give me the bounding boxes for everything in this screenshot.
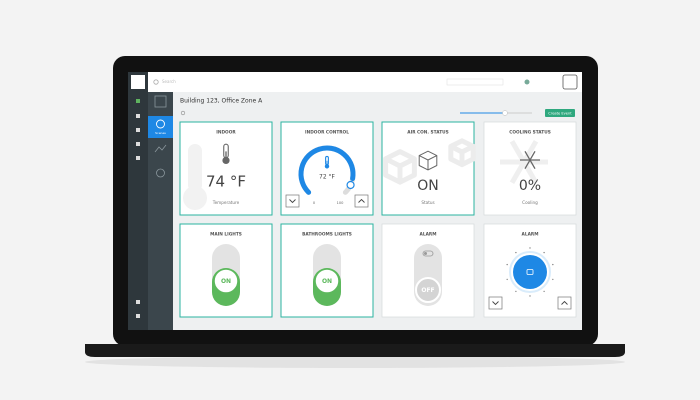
search-icon bbox=[153, 79, 159, 85]
dial-tick bbox=[543, 290, 545, 293]
setpoint-value: 72 °F bbox=[319, 174, 336, 181]
unit-icon bbox=[383, 149, 417, 185]
toggle-state: ON bbox=[322, 278, 332, 285]
alarm-icon bbox=[424, 252, 427, 255]
chevron-icon bbox=[358, 198, 365, 203]
step-button[interactable] bbox=[285, 194, 300, 208]
dial-ring bbox=[509, 251, 551, 293]
widget-title: COOLING STATUS bbox=[509, 130, 551, 136]
step-button[interactable] bbox=[354, 194, 369, 208]
widget-title: INDOOR CONTROL bbox=[305, 130, 349, 136]
status-value: ON bbox=[417, 178, 439, 194]
dial-tick bbox=[552, 278, 554, 281]
dial-tick bbox=[543, 251, 545, 254]
filter-icon[interactable] bbox=[180, 110, 186, 116]
step-button[interactable] bbox=[488, 296, 503, 310]
widget-title: ALARM bbox=[420, 232, 437, 238]
dial-tick bbox=[515, 290, 517, 293]
create-event-button[interactable] bbox=[545, 109, 575, 117]
dial-icon bbox=[526, 269, 534, 275]
toggle-state: OFF bbox=[421, 287, 434, 294]
sidebar-icons bbox=[136, 99, 140, 103]
nav-icon[interactable] bbox=[136, 114, 140, 118]
laptop-base bbox=[85, 344, 625, 357]
toggle-knob[interactable] bbox=[213, 268, 239, 294]
unit-icon bbox=[448, 138, 476, 168]
thermometer-icon bbox=[324, 164, 330, 169]
search-input[interactable]: Search bbox=[162, 79, 176, 84]
watermark bbox=[188, 144, 202, 192]
dial-tick bbox=[552, 263, 554, 266]
active-nav-item[interactable] bbox=[148, 116, 173, 138]
shadow bbox=[85, 356, 625, 368]
toggle-knob[interactable] bbox=[314, 268, 340, 294]
chevron-icon bbox=[561, 300, 568, 305]
logo bbox=[131, 75, 145, 89]
alarm-icon bbox=[422, 250, 434, 257]
button-label[interactable]: Create Event bbox=[548, 111, 572, 115]
status-value: 0% bbox=[519, 178, 541, 194]
gauge-fill bbox=[298, 145, 356, 195]
zoom-thumb[interactable] bbox=[502, 110, 508, 116]
nav-icon[interactable] bbox=[136, 99, 140, 103]
nav-label: Scenes bbox=[155, 131, 166, 135]
thermometer-icon bbox=[222, 156, 230, 164]
widget-title: AIR CON. STATUS bbox=[407, 130, 448, 136]
nav-icon[interactable] bbox=[136, 128, 140, 132]
main-sidebar bbox=[128, 72, 148, 330]
card-grid: 74 °F Temperature INDOOR 72 °F 0 100 INDOOR CO… bbox=[179, 121, 577, 318]
widget-title: MAIN LIGHTS bbox=[210, 232, 242, 238]
scenes-icon bbox=[156, 119, 165, 129]
top-bar bbox=[128, 72, 582, 92]
dial-tick bbox=[515, 251, 517, 254]
dial-tick bbox=[506, 263, 508, 266]
nav-icon[interactable] bbox=[154, 95, 167, 108]
nav-icon[interactable] bbox=[154, 144, 167, 153]
nav-icon[interactable] bbox=[136, 300, 140, 304]
widget-title: BATHROOMS LIGHTS bbox=[302, 232, 352, 238]
page-title: Building 123, Office Zone A bbox=[180, 98, 263, 105]
step-button[interactable] bbox=[557, 296, 572, 310]
widget-caption: Status bbox=[421, 200, 434, 205]
sidebar-icons bbox=[136, 114, 140, 318]
snowflake-icon bbox=[509, 139, 539, 185]
nav-icon[interactable] bbox=[136, 156, 140, 160]
dial-knob[interactable] bbox=[513, 255, 547, 289]
nav-icon[interactable] bbox=[156, 168, 165, 178]
snowflake-icon bbox=[524, 151, 536, 169]
nav-icon[interactable] bbox=[136, 142, 140, 146]
unit-icon bbox=[418, 150, 438, 171]
widget-caption: Cooling bbox=[522, 200, 538, 205]
widget-caption: Temperature bbox=[212, 200, 240, 205]
watermark bbox=[183, 186, 207, 210]
toggle-knob[interactable] bbox=[415, 277, 441, 303]
gauge-max-label: 100 bbox=[337, 201, 345, 205]
user-avatar[interactable] bbox=[562, 74, 578, 90]
widget-title: ALARM bbox=[522, 232, 539, 238]
site-select[interactable] bbox=[446, 78, 504, 86]
chevron-icon bbox=[289, 199, 296, 204]
temperature-value: 74 °F bbox=[206, 173, 246, 191]
dial-tick bbox=[529, 247, 531, 249]
chevron-icon bbox=[492, 301, 499, 306]
gauge-handle[interactable] bbox=[346, 180, 355, 190]
widget-title: INDOOR bbox=[216, 130, 236, 136]
nav-icon[interactable] bbox=[136, 314, 140, 318]
dial-tick bbox=[529, 295, 531, 297]
gauge-min-label: 0 bbox=[313, 201, 316, 205]
notification-icon[interactable] bbox=[524, 79, 530, 85]
dial-tick bbox=[506, 278, 508, 281]
toggle-state: ON bbox=[221, 278, 231, 285]
